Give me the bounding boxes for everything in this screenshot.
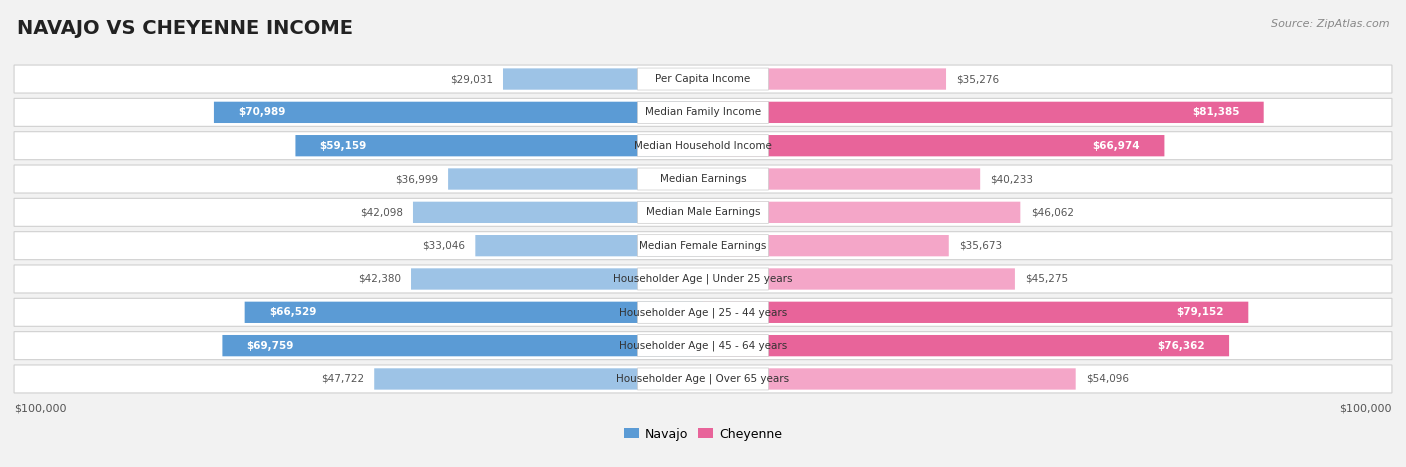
FancyBboxPatch shape — [222, 335, 703, 356]
Text: Source: ZipAtlas.com: Source: ZipAtlas.com — [1271, 19, 1389, 28]
FancyBboxPatch shape — [14, 99, 1392, 127]
Text: Median Male Earnings: Median Male Earnings — [645, 207, 761, 217]
Text: $79,152: $79,152 — [1177, 307, 1225, 317]
Text: $70,989: $70,989 — [238, 107, 285, 117]
Text: $54,096: $54,096 — [1085, 374, 1129, 384]
Text: Householder Age | 45 - 64 years: Householder Age | 45 - 64 years — [619, 340, 787, 351]
Text: $66,529: $66,529 — [269, 307, 316, 317]
FancyBboxPatch shape — [14, 232, 1392, 260]
Text: $33,046: $33,046 — [422, 241, 465, 251]
FancyBboxPatch shape — [214, 102, 703, 123]
Text: $36,999: $36,999 — [395, 174, 437, 184]
Text: Median Household Income: Median Household Income — [634, 141, 772, 151]
FancyBboxPatch shape — [475, 235, 703, 256]
Text: $69,759: $69,759 — [246, 340, 294, 351]
Text: $66,974: $66,974 — [1092, 141, 1140, 151]
Text: $47,722: $47,722 — [321, 374, 364, 384]
Text: $100,000: $100,000 — [14, 403, 66, 413]
Text: Householder Age | Under 25 years: Householder Age | Under 25 years — [613, 274, 793, 284]
FancyBboxPatch shape — [703, 235, 949, 256]
Text: Per Capita Income: Per Capita Income — [655, 74, 751, 84]
FancyBboxPatch shape — [637, 368, 769, 390]
FancyBboxPatch shape — [14, 265, 1392, 293]
Text: $81,385: $81,385 — [1192, 107, 1240, 117]
FancyBboxPatch shape — [637, 335, 769, 357]
FancyBboxPatch shape — [374, 368, 703, 389]
Text: $42,098: $42,098 — [360, 207, 402, 217]
FancyBboxPatch shape — [703, 168, 980, 190]
FancyBboxPatch shape — [449, 168, 703, 190]
FancyBboxPatch shape — [637, 234, 769, 257]
FancyBboxPatch shape — [703, 68, 946, 90]
Text: $46,062: $46,062 — [1031, 207, 1074, 217]
FancyBboxPatch shape — [503, 68, 703, 90]
FancyBboxPatch shape — [703, 135, 1164, 156]
Text: $59,159: $59,159 — [319, 141, 367, 151]
FancyBboxPatch shape — [245, 302, 703, 323]
FancyBboxPatch shape — [637, 168, 769, 190]
Text: $100,000: $100,000 — [1340, 403, 1392, 413]
Text: $40,233: $40,233 — [990, 174, 1033, 184]
FancyBboxPatch shape — [14, 165, 1392, 193]
Text: $42,380: $42,380 — [357, 274, 401, 284]
Text: $45,275: $45,275 — [1025, 274, 1069, 284]
FancyBboxPatch shape — [637, 101, 769, 123]
FancyBboxPatch shape — [14, 332, 1392, 360]
FancyBboxPatch shape — [637, 68, 769, 90]
FancyBboxPatch shape — [637, 134, 769, 157]
Legend: Navajo, Cheyenne: Navajo, Cheyenne — [619, 423, 787, 446]
Text: $35,276: $35,276 — [956, 74, 1000, 84]
Text: Median Earnings: Median Earnings — [659, 174, 747, 184]
FancyBboxPatch shape — [637, 268, 769, 290]
FancyBboxPatch shape — [413, 202, 703, 223]
FancyBboxPatch shape — [295, 135, 703, 156]
Text: NAVAJO VS CHEYENNE INCOME: NAVAJO VS CHEYENNE INCOME — [17, 19, 353, 38]
FancyBboxPatch shape — [14, 298, 1392, 326]
FancyBboxPatch shape — [14, 132, 1392, 160]
FancyBboxPatch shape — [14, 65, 1392, 93]
FancyBboxPatch shape — [703, 302, 1249, 323]
FancyBboxPatch shape — [703, 202, 1021, 223]
Text: Median Female Earnings: Median Female Earnings — [640, 241, 766, 251]
Text: $35,673: $35,673 — [959, 241, 1002, 251]
Text: $76,362: $76,362 — [1157, 340, 1205, 351]
FancyBboxPatch shape — [411, 269, 703, 290]
FancyBboxPatch shape — [14, 198, 1392, 226]
Text: $29,031: $29,031 — [450, 74, 492, 84]
FancyBboxPatch shape — [703, 368, 1076, 389]
FancyBboxPatch shape — [14, 365, 1392, 393]
FancyBboxPatch shape — [637, 301, 769, 323]
FancyBboxPatch shape — [703, 102, 1264, 123]
FancyBboxPatch shape — [703, 335, 1229, 356]
FancyBboxPatch shape — [637, 201, 769, 223]
Text: Householder Age | 25 - 44 years: Householder Age | 25 - 44 years — [619, 307, 787, 318]
Text: Householder Age | Over 65 years: Householder Age | Over 65 years — [616, 374, 790, 384]
Text: Median Family Income: Median Family Income — [645, 107, 761, 117]
FancyBboxPatch shape — [703, 269, 1015, 290]
